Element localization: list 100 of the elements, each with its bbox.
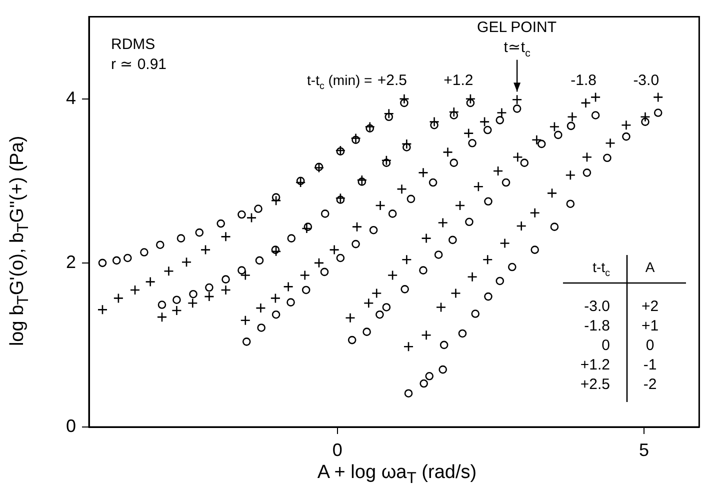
point bbox=[434, 250, 443, 259]
point bbox=[364, 298, 374, 308]
point bbox=[450, 158, 458, 167]
point bbox=[112, 256, 121, 265]
point bbox=[496, 116, 504, 124]
point bbox=[164, 266, 174, 276]
point bbox=[238, 266, 246, 274]
point bbox=[255, 256, 264, 265]
point bbox=[376, 310, 384, 319]
point bbox=[467, 272, 478, 282]
point bbox=[320, 268, 329, 276]
point bbox=[450, 288, 461, 298]
point bbox=[300, 270, 310, 280]
point bbox=[388, 210, 397, 218]
point bbox=[189, 290, 198, 298]
point bbox=[396, 184, 407, 194]
annotation: 0 bbox=[646, 337, 654, 354]
point bbox=[369, 226, 378, 234]
point bbox=[532, 134, 542, 146]
point bbox=[172, 305, 182, 316]
point bbox=[302, 286, 310, 294]
annotation: RDMS bbox=[111, 36, 156, 53]
point bbox=[402, 143, 411, 152]
point bbox=[156, 312, 168, 322]
point bbox=[242, 338, 251, 346]
point bbox=[554, 130, 562, 140]
point bbox=[580, 98, 591, 108]
point bbox=[302, 223, 312, 234]
point bbox=[358, 178, 366, 186]
point bbox=[200, 244, 211, 255]
point bbox=[287, 234, 296, 242]
series-label: -3.0 bbox=[633, 72, 660, 89]
point bbox=[465, 218, 474, 226]
point bbox=[272, 193, 280, 202]
point bbox=[468, 138, 476, 148]
point bbox=[438, 365, 448, 374]
point bbox=[246, 212, 257, 223]
point bbox=[220, 232, 231, 242]
point bbox=[145, 276, 156, 287]
point bbox=[181, 256, 192, 268]
point bbox=[622, 132, 630, 141]
point bbox=[484, 292, 492, 301]
y-tick-label: 2 bbox=[66, 252, 76, 272]
point bbox=[362, 328, 371, 336]
point bbox=[176, 234, 186, 242]
point bbox=[348, 336, 356, 344]
point bbox=[512, 152, 523, 162]
point bbox=[403, 341, 414, 352]
point bbox=[356, 174, 368, 186]
point bbox=[187, 298, 198, 308]
point bbox=[484, 197, 492, 206]
point bbox=[406, 194, 416, 204]
point bbox=[382, 303, 391, 312]
point bbox=[402, 254, 412, 265]
point bbox=[364, 122, 376, 132]
point bbox=[421, 233, 432, 244]
point bbox=[98, 258, 107, 268]
point bbox=[652, 92, 664, 102]
point bbox=[382, 158, 391, 167]
point bbox=[565, 170, 576, 180]
point bbox=[123, 254, 132, 262]
x-axis-title: A + log ωa$_{T}$ (rad/s) bbox=[316, 462, 478, 488]
point bbox=[195, 228, 204, 237]
point bbox=[272, 310, 280, 319]
point bbox=[156, 240, 164, 250]
point bbox=[270, 293, 281, 304]
point bbox=[590, 92, 601, 102]
y-tick-label: 4 bbox=[66, 88, 76, 108]
point bbox=[520, 158, 529, 167]
point bbox=[454, 200, 466, 211]
point bbox=[402, 138, 412, 150]
point bbox=[216, 219, 226, 228]
point bbox=[582, 168, 592, 177]
point bbox=[384, 108, 394, 119]
point bbox=[567, 112, 578, 122]
point bbox=[140, 248, 148, 256]
point bbox=[458, 329, 467, 338]
point bbox=[549, 122, 560, 132]
x-tick-label: 5 bbox=[639, 440, 650, 460]
point bbox=[335, 192, 346, 204]
point bbox=[566, 200, 575, 208]
point bbox=[238, 210, 246, 219]
point bbox=[471, 310, 480, 318]
point bbox=[352, 222, 362, 232]
point bbox=[440, 340, 448, 350]
point bbox=[605, 138, 616, 148]
point bbox=[438, 218, 448, 228]
point bbox=[483, 126, 492, 134]
point bbox=[350, 133, 361, 144]
annotation: -1.8 bbox=[584, 318, 610, 334]
point bbox=[530, 246, 539, 254]
point bbox=[418, 168, 428, 178]
point bbox=[502, 178, 510, 187]
point bbox=[654, 108, 662, 117]
annotation: -2 bbox=[643, 376, 657, 393]
point bbox=[479, 116, 490, 127]
point bbox=[550, 222, 559, 231]
point bbox=[420, 379, 428, 388]
annotation: -1 bbox=[643, 356, 657, 374]
point bbox=[205, 283, 214, 292]
